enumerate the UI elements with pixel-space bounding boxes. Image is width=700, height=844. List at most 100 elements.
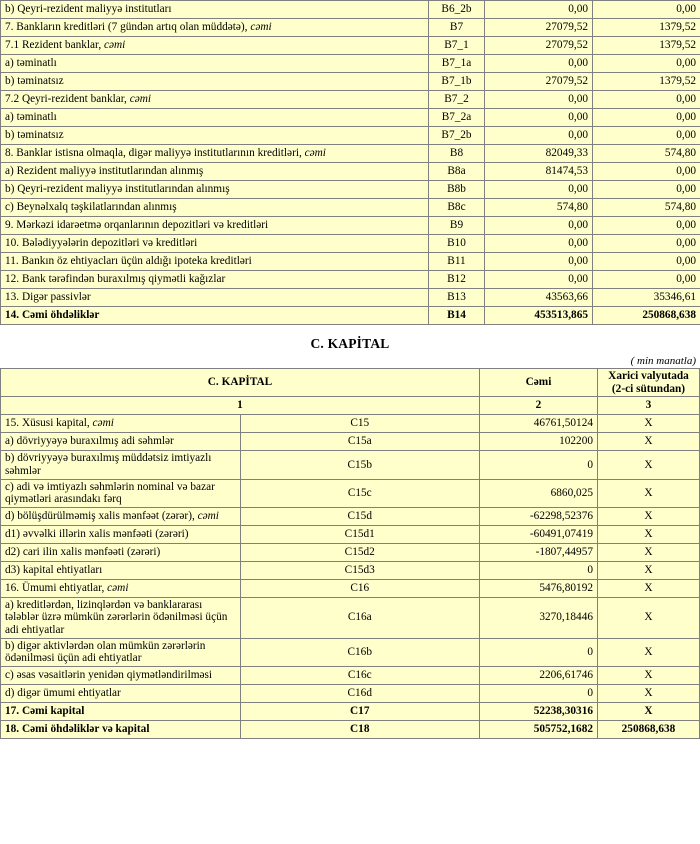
row-label: b) Qeyri-rezident maliyyə institutlarınd… [0, 180, 429, 199]
capital-units-note: ( min manatla) [630, 355, 696, 367]
row-foreign-value: 1379,52 [592, 36, 700, 55]
table-row: 12. Bank tərəfindən buraxılmış qiymətli … [0, 270, 700, 289]
row-label: b) dövriyyəyə buraxılmış müddətsiz imtiy… [0, 450, 241, 480]
row-total-value: 453513,865 [484, 306, 593, 325]
row-code: C16 [239, 578, 480, 598]
table-row: b) Qeyri-rezident maliyyə institutları B6… [0, 0, 700, 19]
capital-header-label: C. KAPİTAL [0, 367, 480, 398]
row-code: C17 [239, 702, 480, 722]
row-foreign-value: 1379,52 [592, 72, 700, 91]
table-row: b) təminatsız B7_1b 27079,52 1379,52 [0, 72, 700, 91]
row-code: B8c [428, 198, 485, 217]
row-total-value: 6860,025 [479, 478, 598, 508]
row-foreign-value: X [597, 524, 700, 544]
table-row: d3) kapital ehtiyatları C15d3 0 X [0, 560, 700, 580]
row-total-value: 5476,80192 [479, 578, 598, 598]
row-code: B7_2 [428, 90, 485, 109]
capital-colnum-2: 2 [479, 396, 598, 416]
row-label: c) adi və imtiyazlı səhmlərin nominal və… [0, 478, 241, 508]
row-code: C15d3 [239, 560, 480, 580]
row-foreign-value: X [597, 637, 700, 668]
table-row: a) kreditlərdən, lizinqlərdən və banklar… [0, 596, 700, 639]
row-total-value: 0 [479, 637, 598, 668]
row-code: B13 [428, 288, 485, 307]
row-label: 16. Ümumi ehtiyatlar, cəmi [0, 578, 241, 598]
row-total-value: 0,00 [484, 180, 593, 199]
row-foreign-value: 250868,638 [592, 306, 700, 325]
row-code: B7_1b [428, 72, 485, 91]
row-label: b) təminatsız [0, 126, 429, 145]
row-label-emphasis: cəmi [304, 147, 326, 160]
row-foreign-value: 574,80 [592, 144, 700, 163]
table-row: 18. Cəmi öhdəliklər və kapital C18 505752,… [0, 720, 700, 740]
row-code: C16d [239, 684, 480, 704]
table-row: b) Qeyri-rezident maliyyə institutlarınd… [0, 180, 700, 199]
row-code: B7 [428, 18, 485, 37]
row-code: C16a [239, 596, 480, 639]
row-total-value: 52238,30316 [479, 702, 598, 722]
row-label: 14. Cəmi öhdəliklər [0, 306, 429, 325]
row-total-value: 0,00 [484, 0, 593, 19]
liabilities-table-body: b) Qeyri-rezident maliyyə institutları B6… [0, 0, 700, 325]
row-label: 12. Bank tərəfindən buraxılmış qiymətli … [0, 270, 429, 289]
row-code: C18 [239, 720, 480, 740]
capital-colnum-1: 1 [0, 396, 480, 416]
row-label-emphasis: cəmi [197, 510, 219, 523]
row-total-value: 27079,52 [484, 36, 593, 55]
row-label: d1) əvvəlki illərin xalis mənfəəti (zərə… [0, 524, 241, 544]
row-label: d) digər ümumi ehtiyatlar [0, 684, 241, 704]
row-total-value: 2206,61746 [479, 666, 598, 686]
row-total-value: 0,00 [484, 108, 593, 127]
row-total-value: 0 [479, 450, 598, 480]
row-foreign-value: X [597, 432, 700, 452]
liabilities-table: b) Qeyri-rezident maliyyə institutları B6… [0, 0, 700, 325]
row-total-value: 0,00 [484, 252, 593, 271]
row-label-emphasis: cəmi [92, 417, 114, 430]
row-code: B7_2b [428, 126, 485, 145]
row-code: B10 [428, 234, 485, 253]
row-foreign-value: 0,00 [592, 0, 700, 19]
row-label: a) Rezident maliyyə institutlarından alı… [0, 162, 429, 181]
row-code: C16b [239, 637, 480, 668]
row-label-emphasis: cəmi [250, 21, 272, 34]
row-label-emphasis: cəmi [129, 93, 152, 106]
row-foreign-value: X [597, 542, 700, 562]
row-total-value: 27079,52 [484, 18, 593, 37]
table-row: b) təminatsız B7_2b 0,00 0,00 [0, 126, 700, 145]
row-total-value: 0,00 [484, 54, 593, 73]
row-label: 7.1 Rezident banklar, cəmi [0, 36, 429, 55]
capital-header-foreign: Xarici valyutada (2-ci sütundan) [597, 367, 700, 398]
table-row: d) bölüşdürülməmiş xalis mənfəət (zərər)… [0, 506, 700, 526]
row-foreign-value: X [597, 506, 700, 526]
row-label: b) digər aktivlərdən olan mümkün zərərlə… [0, 637, 241, 668]
row-code: B7_1a [428, 54, 485, 73]
row-total-value: 82049,33 [484, 144, 593, 163]
row-total-value: 0,00 [484, 270, 593, 289]
row-code: B14 [428, 306, 485, 325]
row-code: C15d2 [239, 542, 480, 562]
row-label: 11. Bankın öz ehtiyacları üçün aldığı ip… [0, 252, 429, 271]
table-row: a) dövriyyəyə buraxılmış adi səhmlər C15a… [0, 432, 700, 452]
row-total-value: 81474,53 [484, 162, 593, 181]
row-label: 7. Bankların kreditləri (7 gündən artıq … [0, 18, 429, 37]
row-label: a) təminatlı [0, 54, 429, 73]
row-code: B7_2a [428, 108, 485, 127]
table-row: d) digər ümumi ehtiyatlar C16d 0 X [0, 684, 700, 704]
row-foreign-value: X [597, 450, 700, 480]
table-row: 17. Cəmi kapital C17 52238,30316 X [0, 702, 700, 722]
table-row: a) təminatlı B7_2a 0,00 0,00 [0, 108, 700, 127]
row-label: d3) kapital ehtiyatları [0, 560, 241, 580]
row-total-value: 0,00 [484, 234, 593, 253]
row-total-value: 0,00 [484, 90, 593, 109]
table-row: 11. Bankın öz ehtiyacları üçün aldığı ip… [0, 252, 700, 271]
table-row: 8. Banklar istisna olmaqla, digər maliyy… [0, 144, 700, 163]
table-row: c) Beynəlxalq təşkilatlarından alınmış B8… [0, 198, 700, 217]
row-code: B6_2b [428, 0, 485, 19]
row-label: a) təminatlı [0, 108, 429, 127]
row-label: 15. Xüsusi kapital, cəmi [0, 414, 241, 434]
row-label: a) kreditlərdən, lizinqlərdən və banklar… [0, 596, 241, 639]
row-foreign-value: 0,00 [592, 180, 700, 199]
row-label: a) dövriyyəyə buraxılmış adi səhmlər [0, 432, 241, 452]
table-row: d1) əvvəlki illərin xalis mənfəəti (zərə… [0, 524, 700, 544]
row-total-value: -62298,52376 [479, 506, 598, 526]
